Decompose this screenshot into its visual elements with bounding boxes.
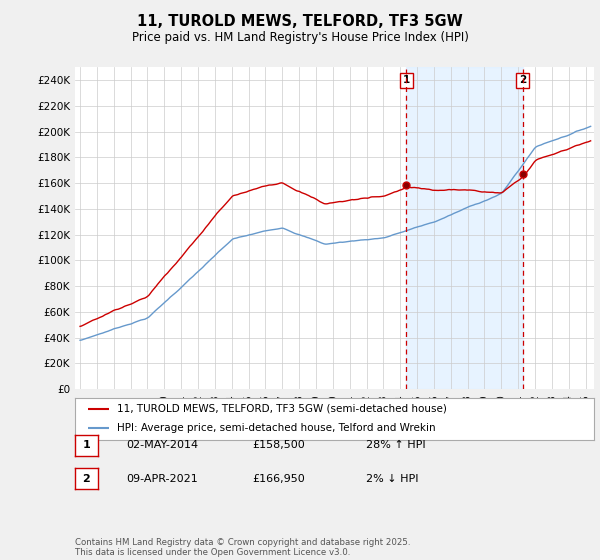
Text: £158,500: £158,500 bbox=[252, 440, 305, 450]
Text: HPI: Average price, semi-detached house, Telford and Wrekin: HPI: Average price, semi-detached house,… bbox=[116, 423, 435, 433]
Text: 11, TUROLD MEWS, TELFORD, TF3 5GW: 11, TUROLD MEWS, TELFORD, TF3 5GW bbox=[137, 14, 463, 29]
Text: 28% ↑ HPI: 28% ↑ HPI bbox=[366, 440, 425, 450]
Text: 1: 1 bbox=[403, 75, 410, 85]
Text: £166,950: £166,950 bbox=[252, 474, 305, 484]
Text: 09-APR-2021: 09-APR-2021 bbox=[126, 474, 198, 484]
Text: Price paid vs. HM Land Registry's House Price Index (HPI): Price paid vs. HM Land Registry's House … bbox=[131, 31, 469, 44]
Text: 2: 2 bbox=[83, 474, 90, 484]
Text: 1: 1 bbox=[83, 440, 90, 450]
Text: 11, TUROLD MEWS, TELFORD, TF3 5GW (semi-detached house): 11, TUROLD MEWS, TELFORD, TF3 5GW (semi-… bbox=[116, 404, 446, 414]
Text: 02-MAY-2014: 02-MAY-2014 bbox=[126, 440, 198, 450]
Text: 2: 2 bbox=[519, 75, 526, 85]
Text: Contains HM Land Registry data © Crown copyright and database right 2025.
This d: Contains HM Land Registry data © Crown c… bbox=[75, 538, 410, 557]
Bar bbox=[406, 67, 523, 389]
Text: 2% ↓ HPI: 2% ↓ HPI bbox=[366, 474, 419, 484]
